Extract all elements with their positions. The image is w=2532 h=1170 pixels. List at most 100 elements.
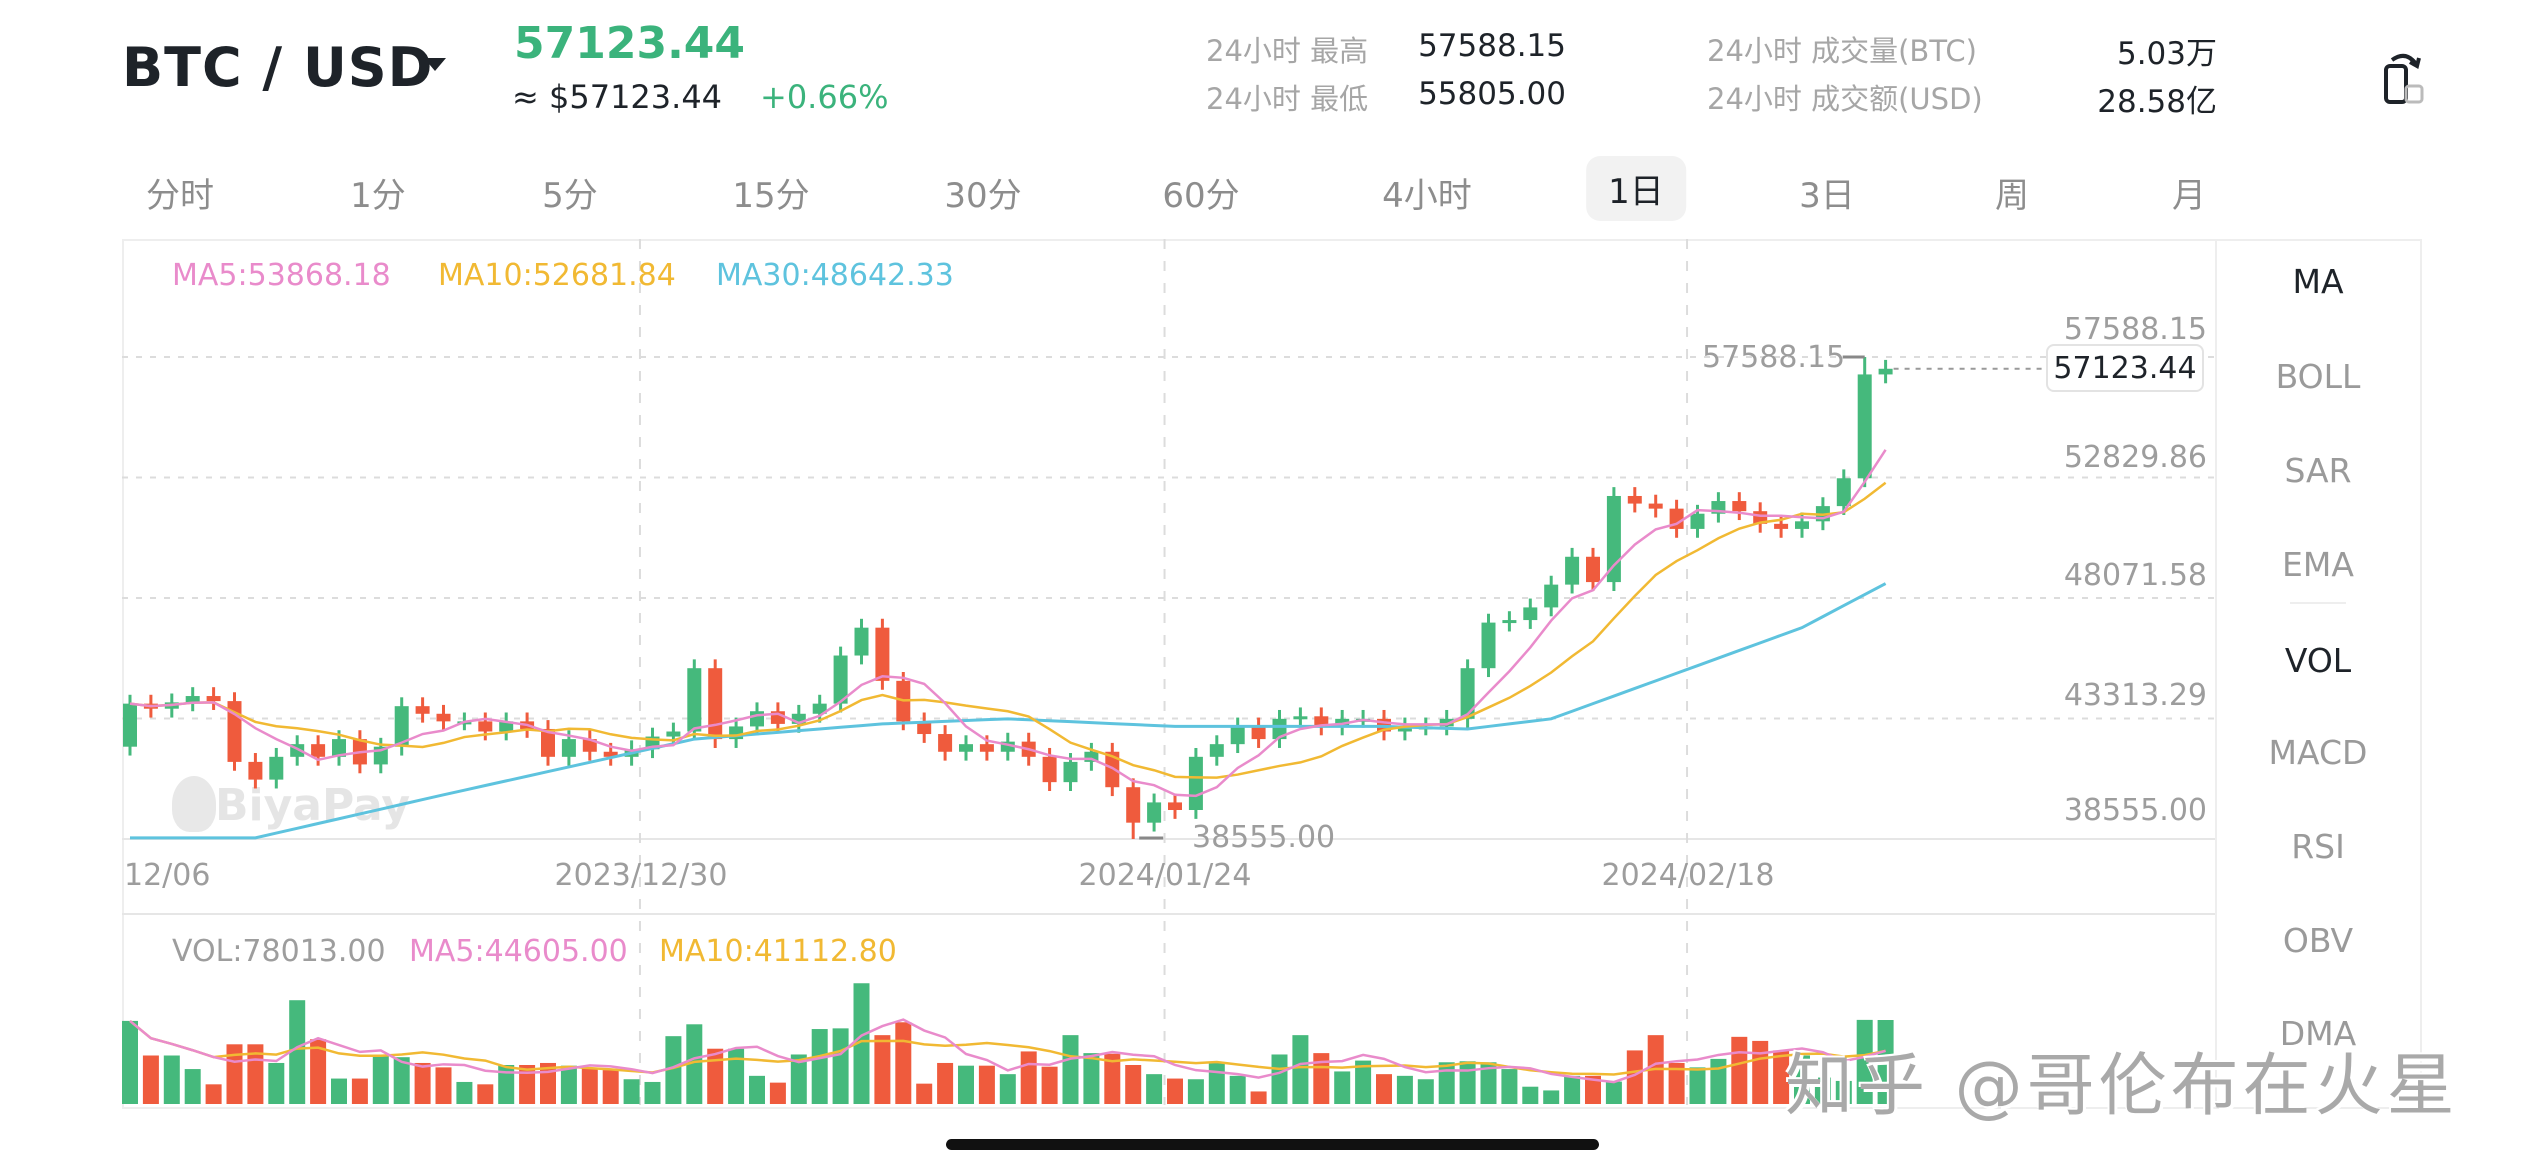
candle-body: [1084, 751, 1099, 762]
tab-interval-9[interactable]: 周: [1995, 176, 2029, 216]
home-indicator[interactable]: [946, 1139, 1599, 1150]
candle-body: [917, 721, 932, 735]
volume-bar: [1877, 1020, 1894, 1104]
volume-bar: [1794, 1055, 1810, 1104]
volume-bar: [163, 1055, 180, 1104]
candle-body: [1565, 556, 1580, 585]
stat-label-24h-high: 24小时 最高: [1206, 34, 1369, 68]
candle-body: [1878, 368, 1893, 375]
candle-body: [1293, 716, 1308, 720]
volume-bar: [665, 1036, 682, 1104]
volume-bar: [372, 1055, 389, 1104]
volume-bar: [1355, 1060, 1372, 1104]
ma5-legend: MA5:53868.18: [172, 258, 391, 293]
volume-bar: [498, 1064, 515, 1104]
volume-bar: [226, 1044, 243, 1104]
stat-value-24h-high: 57588.15: [1418, 28, 1566, 64]
volume-bar: [1689, 1067, 1706, 1104]
volume-bar: [1668, 1062, 1685, 1104]
volume-bar: [686, 1024, 703, 1104]
candle-body: [394, 706, 409, 747]
stat-label-24h-turnover: 24小时 成交额(USD): [1707, 82, 1983, 116]
candle-body: [1126, 787, 1141, 823]
indicator-obv[interactable]: OBV: [2282, 921, 2354, 960]
indicator-boll[interactable]: BOLL: [2275, 357, 2361, 396]
rotate-screen-icon[interactable]: [2376, 48, 2436, 108]
x-tick-label: 12/06: [124, 858, 211, 893]
volume-legend: VOL:78013.00: [172, 934, 386, 969]
last-price: 57123.44: [514, 18, 746, 69]
caret-down-icon[interactable]: [424, 58, 446, 71]
volume-bar: [1605, 1081, 1622, 1104]
tab-interval-0[interactable]: 分时: [146, 176, 214, 216]
volume-bar: [1773, 1050, 1790, 1104]
tab-interval-6[interactable]: 4小时: [1382, 176, 1472, 216]
y-tick-label: 43313.29: [2063, 678, 2207, 713]
candle-body: [666, 731, 681, 737]
candle-body: [1523, 607, 1538, 621]
candle-body: [959, 744, 973, 752]
candle-body: [478, 721, 493, 732]
tab-interval-8[interactable]: 3日: [1799, 176, 1855, 216]
volume-bar: [1731, 1036, 1748, 1104]
volume-bar: [581, 1068, 598, 1104]
indicator-ema[interactable]: EMA: [2282, 545, 2354, 584]
y-tick-label: 57588.15: [2063, 312, 2207, 347]
indicator-macd[interactable]: MACD: [2268, 733, 2368, 772]
volume-bar: [184, 1069, 201, 1104]
indicator-ma[interactable]: MA: [2292, 262, 2344, 301]
volume-ma10-line: [129, 1019, 1886, 1076]
volume-bar: [268, 1062, 285, 1104]
candle-body: [1188, 756, 1203, 811]
volume-bar: [790, 1054, 807, 1104]
volume-bar: [937, 1062, 954, 1104]
tab-interval-3[interactable]: 15分: [732, 176, 810, 216]
volume-bar: [1104, 1053, 1121, 1104]
candle-body: [1606, 495, 1621, 583]
volume-bar: [477, 1084, 494, 1104]
candle-body: [206, 696, 221, 702]
candle-body: [582, 739, 597, 752]
volume-bar: [1417, 1079, 1434, 1104]
indicator-sar[interactable]: SAR: [2284, 451, 2352, 490]
candle-body: [1272, 718, 1287, 740]
indicator-rsi[interactable]: RSI: [2291, 827, 2345, 866]
ma5-line: [129, 449, 1887, 798]
tab-interval-1[interactable]: 1分: [350, 176, 406, 216]
volume-bar: [769, 1082, 786, 1104]
indicator-dma[interactable]: DMA: [2279, 1014, 2357, 1053]
volume-bar: [1501, 1069, 1518, 1104]
tab-interval-7[interactable]: 1日: [1586, 156, 1686, 221]
tab-interval-5[interactable]: 60分: [1162, 176, 1240, 216]
ma10-legend: MA10:52681.84: [438, 258, 676, 293]
volume-bar: [1522, 1086, 1539, 1104]
brand-watermark-logo: [172, 776, 216, 832]
candle-body: [1439, 718, 1454, 727]
volume-bar: [1229, 1075, 1246, 1104]
y-tick-label: 38555.00: [2063, 793, 2207, 828]
tab-interval-4[interactable]: 30分: [944, 176, 1022, 216]
tab-interval-2[interactable]: 5分: [542, 176, 598, 216]
stat-label-24h-volume: 24小时 成交量(BTC): [1707, 34, 1977, 68]
candle-body: [561, 739, 576, 757]
volume-bar: [1062, 1035, 1079, 1104]
candle-body: [1502, 620, 1517, 624]
volume-bar: [1710, 1058, 1727, 1104]
indicator-vol[interactable]: VOL: [2284, 641, 2352, 680]
candle-body: [1000, 741, 1015, 752]
volume-bar: [289, 1000, 306, 1104]
candle-body: [1648, 503, 1663, 509]
candle-body: [332, 739, 346, 757]
volume-bar: [1271, 1054, 1288, 1104]
stat-value-24h-volume: 5.03万: [2116, 36, 2217, 72]
volume-bar: [122, 1020, 138, 1104]
tab-interval-10[interactable]: 月: [2172, 176, 2206, 216]
trading-pair-selector[interactable]: BTC / USD: [122, 36, 434, 99]
candle-body: [1209, 744, 1224, 757]
volume-bar: [1020, 1051, 1037, 1104]
volume-bar: [331, 1078, 347, 1104]
y-tick-label: 48071.58: [2063, 558, 2207, 593]
low-marker-label: 38555.00: [1192, 820, 1336, 855]
candle-body: [499, 721, 514, 732]
